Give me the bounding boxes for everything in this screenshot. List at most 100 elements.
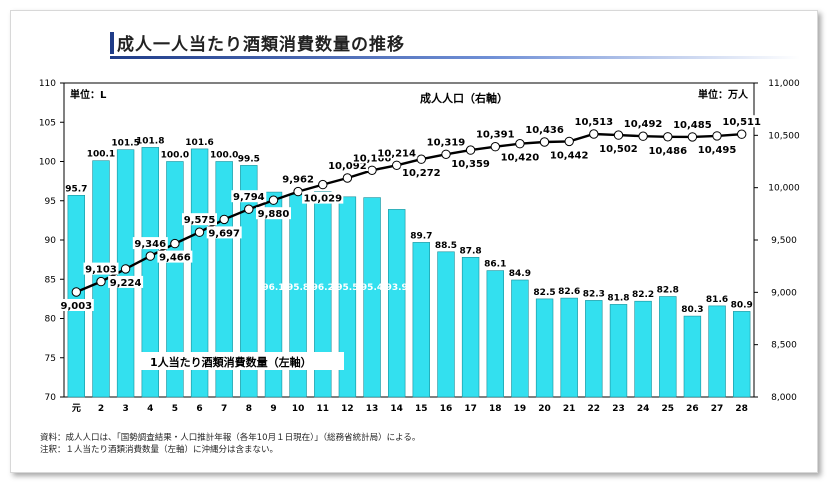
left-tick-label: 110 <box>39 79 56 89</box>
bar-value-label: 100.1 <box>87 150 115 160</box>
line-value-label: 10,513 <box>575 117 614 128</box>
line-value-label: 10,319 <box>427 137 466 148</box>
x-tick-label: 28 <box>735 404 748 414</box>
bar-15 <box>438 252 455 397</box>
population-point-5 <box>195 228 203 236</box>
line-value-label: 9,346 <box>134 239 166 250</box>
left-tick-label: 100 <box>39 158 56 168</box>
population-point-4 <box>171 239 179 247</box>
line-value-label: 9,962 <box>282 175 314 186</box>
bar-value-label: 95.4 <box>361 283 383 293</box>
population-point-9 <box>294 187 302 195</box>
bar-22 <box>610 304 627 397</box>
population-point-10 <box>319 180 327 188</box>
bar-27 <box>733 311 750 397</box>
x-tick-label: 3 <box>122 404 128 414</box>
population-point-20 <box>565 137 573 145</box>
line-value-label: 10,442 <box>550 150 589 161</box>
bar-value-label: 82.2 <box>632 290 654 300</box>
x-tick-label: 8 <box>246 404 252 414</box>
bar-value-label: 99.5 <box>238 154 260 164</box>
bar-16 <box>462 257 479 397</box>
x-tick-label: 元 <box>72 403 81 414</box>
x-tick-label: 19 <box>514 404 527 414</box>
line-value-label: 10,502 <box>599 144 638 155</box>
bar-value-label: 96.2 <box>312 283 334 293</box>
left-tick-label: 105 <box>39 118 56 128</box>
bar-value-label: 81.8 <box>607 293 629 303</box>
notes: 資料：成人人口は、「国勢調査結果・人口推計年報（各年10月１日現在）」（総務省統… <box>40 432 420 456</box>
bar-12 <box>364 198 381 397</box>
line-value-label: 10,359 <box>451 159 490 170</box>
x-tick-label: 5 <box>172 404 178 414</box>
bar-24 <box>659 297 676 398</box>
left-tick-label: 85 <box>45 275 56 285</box>
bar-value-label: 96.1 <box>262 283 284 293</box>
right-tick-label: 10,500 <box>768 131 800 141</box>
population-point-1 <box>97 277 105 285</box>
bar-value-label: 82.3 <box>583 289 605 299</box>
x-tick-label: 20 <box>538 404 551 414</box>
line-series-label: 成人人口（右軸） <box>420 91 508 105</box>
population-point-11 <box>343 174 351 182</box>
bar-value-label: 95.8 <box>287 283 309 293</box>
left-tick-label: 75 <box>45 354 56 364</box>
population-point-19 <box>540 138 548 146</box>
population-point-26 <box>713 132 721 140</box>
line-value-label: 10,485 <box>673 120 712 131</box>
line-value-label: 9,466 <box>159 253 191 264</box>
population-point-15 <box>442 150 450 158</box>
bar-value-label: 100.0 <box>161 151 189 161</box>
left-tick-label: 80 <box>45 315 57 325</box>
right-tick-label: 11,000 <box>768 79 800 89</box>
population-point-23 <box>639 132 647 140</box>
right-axis-unit: 単位：万人 <box>698 88 749 101</box>
bar-value-label: 87.8 <box>459 246 481 256</box>
bar-17 <box>487 271 504 397</box>
population-point-24 <box>664 133 672 141</box>
right-tick-label: 9,000 <box>771 288 797 298</box>
line-value-label: 10,029 <box>303 194 342 205</box>
bar-value-label: 86.1 <box>484 260 506 270</box>
x-tick-label: 15 <box>415 404 428 414</box>
x-axis-group: 元 2 3 4 5 6 7 8 9 10 11 12 13 14 15 16 17 18 19 20 21 22 23 24 2… <box>72 403 748 414</box>
bar-value-label: 80.3 <box>681 305 703 315</box>
x-tick-label: 24 <box>637 404 650 414</box>
population-point-12 <box>368 166 376 174</box>
line-value-label: 10,214 <box>377 148 416 159</box>
population-point-25 <box>688 133 696 141</box>
bar-value-label: 93.9 <box>386 283 408 293</box>
line-value-label: 10,272 <box>402 168 441 179</box>
x-tick-label: 23 <box>612 404 625 414</box>
bar-20 <box>561 298 578 397</box>
bar-value-label: 81.6 <box>706 295 728 305</box>
right-tick-label: 8,000 <box>771 393 797 403</box>
x-tick-label: 26 <box>686 404 699 414</box>
x-tick-label: 17 <box>464 404 477 414</box>
bar-value-label: 89.7 <box>410 231 432 241</box>
left-tick-label: 95 <box>45 197 56 207</box>
population-point-3 <box>146 252 154 260</box>
x-tick-label: 12 <box>341 404 354 414</box>
x-tick-label: 7 <box>221 404 227 414</box>
bar-value-label: 82.6 <box>558 287 580 297</box>
bar-value-label: 80.9 <box>731 300 753 310</box>
bar-26 <box>709 306 726 397</box>
x-tick-label: 6 <box>196 404 202 414</box>
left-tick-label: 90 <box>45 236 57 246</box>
bar-value-label: 84.9 <box>509 269 531 279</box>
population-point-22 <box>614 131 622 139</box>
population-point-16 <box>466 146 474 154</box>
line-value-label: 10,420 <box>501 153 540 164</box>
x-tick-label: 11 <box>316 404 329 414</box>
line-value-label: 10,391 <box>476 130 515 141</box>
x-tick-label: 14 <box>390 404 403 414</box>
bar-value-label: 88.5 <box>435 241 457 251</box>
population-point-6 <box>220 215 228 223</box>
right-tick-label: 10,000 <box>768 184 800 194</box>
population-point-27 <box>738 130 746 138</box>
population-point-0 <box>72 288 80 296</box>
line-value-label: 10,511 <box>722 117 761 128</box>
bar-18 <box>512 280 529 397</box>
